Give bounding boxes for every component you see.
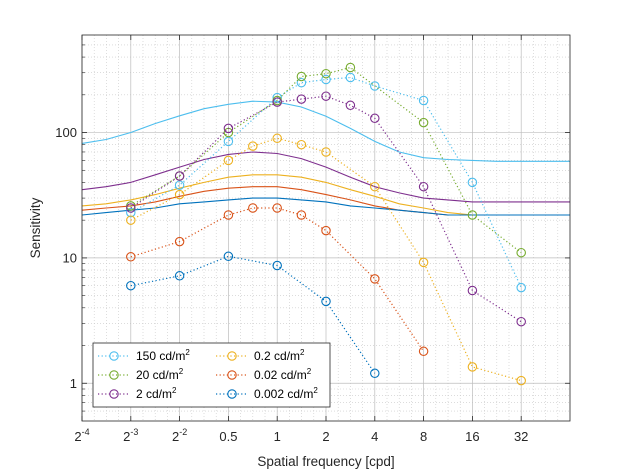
data-point <box>126 215 136 225</box>
data-point <box>345 100 356 111</box>
data-point <box>467 177 478 188</box>
data-point <box>321 68 331 79</box>
data-point <box>345 62 356 73</box>
x-tick-labels: 2-4 2-3 2-2 0.5 1 2 4 8 16 32 <box>74 427 528 444</box>
data-point <box>370 181 380 192</box>
data-point <box>174 180 185 190</box>
data-point <box>296 71 307 82</box>
data-point <box>370 81 380 91</box>
data-point <box>467 285 478 296</box>
data-point <box>321 225 331 236</box>
data-point <box>174 171 185 181</box>
legend-marker <box>227 389 237 399</box>
measured-line-2 <box>130 95 522 323</box>
data-point <box>418 117 429 128</box>
data-point <box>321 91 331 101</box>
legend: 150 cd/m2 0.2 cd/m2 20 cd/m2 0.02 cd/m2 2 cd… <box>92 342 331 408</box>
data-point <box>272 133 282 144</box>
data-point <box>126 252 136 262</box>
measured-line-0.002 <box>130 255 376 374</box>
data-point <box>223 210 234 220</box>
data-point <box>296 139 307 150</box>
data-point <box>418 346 429 357</box>
data-point <box>321 147 331 157</box>
legend-box <box>92 342 331 408</box>
measured-series <box>126 62 526 386</box>
data-point <box>174 189 185 200</box>
x-tick-label: 4 <box>371 429 378 444</box>
y-tick-labels: 1 10 100 <box>55 125 77 391</box>
legend-label: 0.2 cd/m2 <box>254 348 305 363</box>
data-point <box>370 274 380 284</box>
data-point <box>467 362 478 372</box>
data-point <box>223 251 234 262</box>
legend-label: 2 cd/m2 <box>136 386 177 401</box>
data-point <box>516 316 526 327</box>
legend-marker <box>109 351 119 361</box>
x-axis-label: Spatial frequency [cpd] <box>257 454 394 469</box>
legend-label: 0.002 cd/m2 <box>254 386 318 401</box>
y-tick-label: 10 <box>63 250 77 265</box>
x-tick-label: 1 <box>274 429 281 444</box>
data-point <box>418 257 429 268</box>
measured-line-0.02 <box>130 207 425 352</box>
legend-marker <box>109 389 119 399</box>
x-tick-label: 16 <box>465 429 479 444</box>
data-point <box>248 141 258 151</box>
x-tick-label: 0.5 <box>219 429 237 444</box>
axis-ticks <box>81 35 570 421</box>
data-point <box>516 247 526 258</box>
data-point <box>272 92 282 103</box>
data-point <box>126 207 136 218</box>
y-tick-label: 1 <box>70 376 77 391</box>
x-tick-label: 2 <box>322 429 329 444</box>
y-tick-label: 100 <box>55 125 77 140</box>
data-point <box>296 94 307 104</box>
data-point <box>126 203 136 213</box>
x-tick-label: 32 <box>514 429 528 444</box>
model-curve-0.002 <box>81 197 570 216</box>
data-point <box>467 210 478 220</box>
measured-line-0.2 <box>130 137 522 382</box>
data-point <box>370 368 380 379</box>
data-point <box>126 280 136 291</box>
data-point <box>272 203 282 213</box>
data-point <box>418 181 429 192</box>
data-point <box>370 113 380 124</box>
data-point <box>321 296 331 307</box>
legend-marker <box>227 370 237 380</box>
data-point <box>296 210 307 220</box>
model-curve-150 <box>81 100 570 162</box>
data-point <box>248 203 258 213</box>
legend-marker <box>109 370 119 380</box>
y-axis-label: Sensitivity <box>28 197 43 258</box>
data-point <box>516 375 526 386</box>
legend-marker <box>227 351 237 361</box>
model-curve-2 <box>81 151 570 203</box>
data-point <box>223 123 234 134</box>
data-point <box>418 95 429 106</box>
data-point <box>345 72 356 83</box>
data-point <box>516 282 526 293</box>
measured-line-20 <box>130 66 522 254</box>
model-curves <box>81 100 570 216</box>
data-point <box>321 74 331 85</box>
data-point <box>174 236 185 247</box>
legend-label: 20 cd/m2 <box>136 367 184 382</box>
data-point <box>174 271 185 281</box>
data-point <box>296 77 307 88</box>
data-point <box>272 260 282 271</box>
data-point <box>272 97 282 107</box>
x-tick-label: 8 <box>420 429 427 444</box>
legend-label: 150 cd/m2 <box>136 348 190 363</box>
legend-label: 0.02 cd/m2 <box>254 367 312 382</box>
data-point <box>223 155 234 166</box>
